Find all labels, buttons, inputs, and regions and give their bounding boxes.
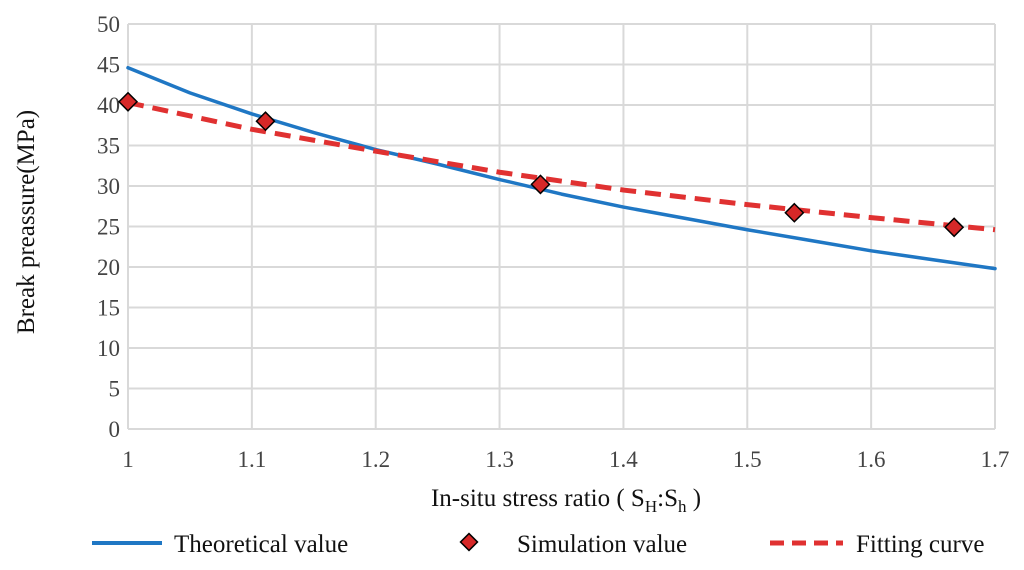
simulation-point <box>784 202 805 223</box>
legend-label-simulation: Simulation value <box>517 531 687 558</box>
y-tick-label: 15 <box>97 296 120 321</box>
x-tick-labels: 1 1.1 1.2 1.3 1.4 1.5 1.6 1.7 <box>122 447 1009 472</box>
simulation-point <box>530 174 551 195</box>
x-tick-label: 1 <box>122 447 134 472</box>
legend: Theoretical value Simulation value Fitti… <box>92 531 984 558</box>
y-tick-labels: 0 5 10 15 20 25 30 35 40 45 50 <box>97 12 120 442</box>
x-axis-title: In-situ stress ratio ( SH:Sh ) <box>431 485 701 516</box>
y-tick-label: 10 <box>97 336 120 361</box>
simulation-point <box>944 217 965 238</box>
legend-label-theoretical: Theoretical value <box>174 531 348 558</box>
series-layer <box>117 65 997 271</box>
x-axis-title-main1: S <box>631 485 645 512</box>
y-tick-label: 5 <box>109 377 121 402</box>
grid <box>127 23 996 430</box>
x-tick-label: 1.1 <box>237 447 266 472</box>
x-axis-title-sub2: h <box>678 497 687 516</box>
x-tick-label: 1.6 <box>857 447 886 472</box>
x-tick-label: 1.2 <box>361 447 390 472</box>
series-line-fitting <box>127 100 996 233</box>
simulation-point <box>255 111 276 132</box>
y-tick-label: 50 <box>97 12 120 37</box>
x-axis-title-sep: : <box>657 485 664 512</box>
series-line-theoretical <box>126 65 997 271</box>
y-tick-label: 35 <box>97 134 120 159</box>
x-axis-title-prefix: In-situ stress ratio ( <box>431 485 631 512</box>
x-tick-label: 1.4 <box>609 447 638 472</box>
y-tick-label: 30 <box>97 174 120 199</box>
x-axis-title-main2: S <box>664 485 678 512</box>
y-tick-label: 40 <box>97 93 120 118</box>
y-tick-label: 0 <box>109 417 121 442</box>
x-axis-title-suffix: ) <box>686 485 701 512</box>
y-tick-label: 20 <box>97 255 120 280</box>
x-tick-label: 1.3 <box>485 447 514 472</box>
x-tick-label: 1.7 <box>981 447 1010 472</box>
y-tick-label: 25 <box>97 215 120 240</box>
x-tick-label: 1.5 <box>733 447 762 472</box>
legend-label-fitting: Fitting curve <box>856 531 984 558</box>
x-axis-title-sub1: H <box>645 497 657 516</box>
y-tick-label: 45 <box>97 53 120 78</box>
y-axis-title: Break preassure(MPa) <box>13 110 40 334</box>
simulation-point <box>117 91 139 112</box>
legend-marker-simulation <box>459 532 479 552</box>
